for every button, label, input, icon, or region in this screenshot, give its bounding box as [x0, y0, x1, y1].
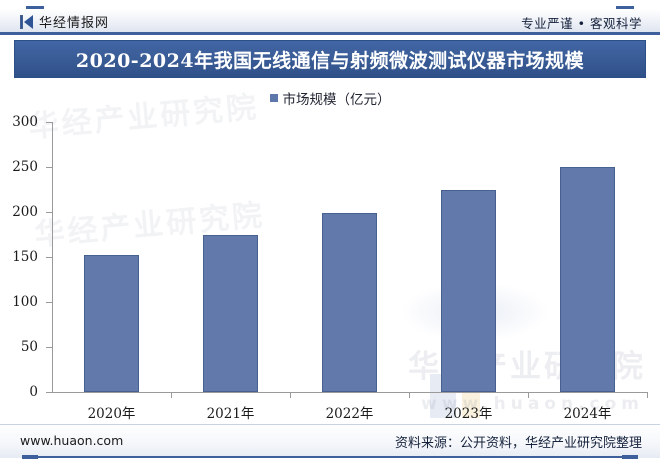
- x-axis-label-2021年: 2021年: [206, 406, 255, 422]
- y-axis-label: 150: [12, 249, 38, 265]
- page-title: 2020-2024年我国无线通信与射频微波测试仪器市场规模: [75, 49, 585, 72]
- bottom-rule-cap-right: [622, 455, 638, 459]
- bottom-rule: [0, 455, 660, 459]
- page-footer: www.huaon.com 资料来源：公开资料，华经产业研究院整理: [0, 424, 660, 458]
- y-axis-tick: [46, 122, 52, 123]
- chart-area: 华经产业研究院 华经产业研究院 华经产业研究院 www.huaon.com 市场…: [0, 82, 660, 422]
- footer-source-note: 资料来源：公开资料，华经产业研究院整理: [394, 436, 642, 451]
- y-axis-label: 200: [12, 204, 38, 220]
- legend-label-market-size: 市场规模（亿元）: [282, 92, 391, 108]
- page-header: 华经情报网 专业严谨 • 客观科学: [0, 9, 660, 35]
- y-axis-label: 250: [12, 159, 38, 175]
- bar-2022年[interactable]: [322, 212, 377, 392]
- x-axis-line: [52, 392, 647, 393]
- bottom-rule-cap-left: [22, 455, 38, 459]
- x-axis-label-2023年: 2023年: [444, 406, 493, 422]
- chart-legend: 市场规模（亿元）: [0, 88, 660, 108]
- bar-2021年[interactable]: [203, 234, 258, 392]
- x-axis-label-2020年: 2020年: [87, 406, 136, 422]
- y-axis-tick: [46, 257, 52, 258]
- y-axis-label: 50: [20, 339, 38, 355]
- y-axis-label: 0: [29, 384, 38, 400]
- top-rule-cap-right: [616, 6, 634, 10]
- chart-plot: 0 50 100 150 200 250 300 2020年 2021年 2022年 2023年 20…: [0, 82, 660, 422]
- huaon-bowtie-logo-icon: [20, 14, 33, 29]
- bar-2024年[interactable]: [560, 167, 615, 392]
- x-axis-tick: [171, 392, 172, 398]
- y-axis-tick: [46, 347, 52, 348]
- x-axis-tick: [528, 392, 529, 398]
- top-rule: [0, 6, 660, 10]
- chart-title-band: 2020-2024年我国无线通信与射频微波测试仪器市场规模: [14, 40, 646, 78]
- x-axis-tick: [647, 392, 648, 398]
- bar-2020年[interactable]: [84, 255, 139, 392]
- legend-swatch-icon: [269, 94, 278, 102]
- y-axis-tick: [46, 212, 52, 213]
- bar-2023年[interactable]: [441, 190, 496, 392]
- brand-tagline: 专业严谨 • 客观科学: [521, 16, 642, 31]
- y-axis-tick: [46, 302, 52, 303]
- y-axis-label: 300: [12, 114, 38, 130]
- x-axis-label-2022年: 2022年: [325, 406, 374, 422]
- brand-name: 华经情报网: [39, 16, 110, 31]
- brand: 华经情报网: [20, 12, 109, 31]
- x-axis-tick: [409, 392, 410, 398]
- top-rule-cap-left: [26, 6, 44, 10]
- footer-site-url[interactable]: www.huaon.com: [20, 433, 124, 448]
- x-axis-tick: [290, 392, 291, 398]
- y-axis-label: 100: [12, 294, 38, 310]
- y-axis-line: [52, 122, 53, 393]
- y-axis-tick: [46, 167, 52, 168]
- x-axis-label-2024年: 2024年: [563, 406, 612, 422]
- y-axis-tick: [46, 392, 52, 393]
